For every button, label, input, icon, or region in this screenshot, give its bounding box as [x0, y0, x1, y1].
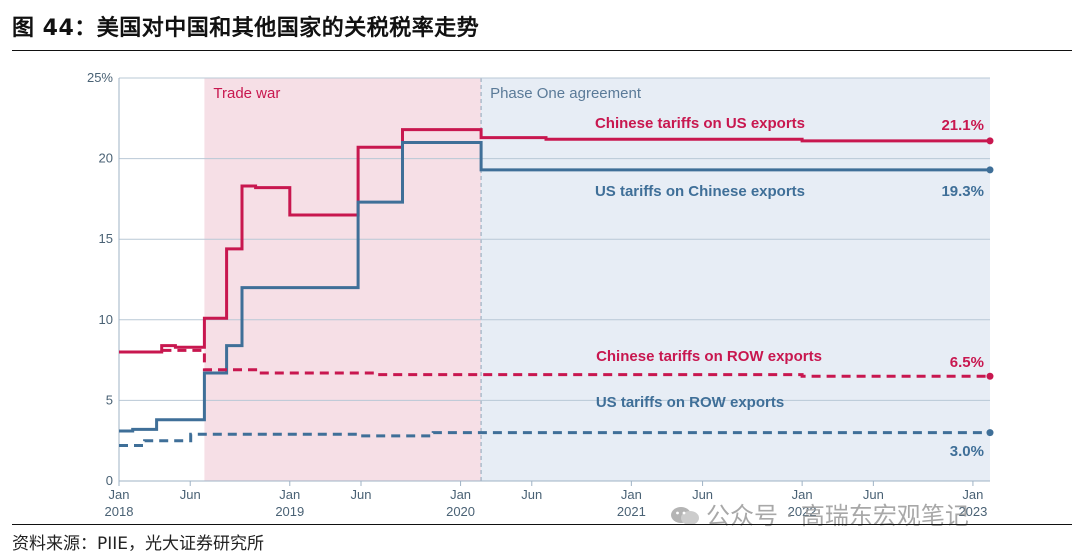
series-endpoint-2	[986, 372, 994, 380]
series-end-value-0: 21.1%	[941, 117, 984, 134]
x-tick-label: Jan	[279, 487, 300, 502]
x-tick-year: 2023	[958, 504, 987, 519]
x-tick-year: 2022	[788, 504, 817, 519]
x-tick-label: Jan	[450, 487, 471, 502]
x-tick-label: Jun	[521, 487, 542, 502]
wechat-icon	[670, 505, 700, 527]
y-tick-label: 5	[106, 392, 113, 407]
figure-title: 图 44：美国对中国和其他国家的关税税率走势	[12, 16, 480, 41]
x-tick-label: Jan	[962, 487, 983, 502]
series-line-1	[119, 141, 990, 433]
region-label-phase-one: Phase One agreement	[490, 85, 642, 102]
y-tick-label: 0	[106, 473, 113, 488]
x-tick-label: Jan	[792, 487, 813, 502]
title-divider	[12, 50, 1072, 51]
series-endpoint-1	[986, 166, 994, 174]
x-tick-label: Jan	[621, 487, 642, 502]
x-tick-year: 2021	[617, 504, 646, 519]
region-phase-one	[481, 78, 990, 481]
region-label-trade-war: Trade war	[213, 85, 280, 102]
x-tick-label: Jun	[351, 487, 372, 502]
tariff-line-chart: Trade war Phase One agreement 0 5 10 15 20 25%…	[87, 70, 994, 519]
source-note: 资料来源：PIIE，光大证券研究所	[12, 534, 265, 554]
x-tick-year: 2018	[105, 504, 134, 519]
y-tick-label: 25%	[87, 70, 113, 85]
x-tick-label: Jan	[109, 487, 130, 502]
shaded-regions: Trade war Phase One agreement	[204, 78, 990, 481]
series-name-label-0: Chinese tariffs on US exports	[595, 115, 805, 132]
series-line-2	[119, 348, 990, 378]
series-end-value-3: 3.0%	[950, 443, 984, 460]
y-tick-label: 20	[99, 151, 113, 166]
region-trade-war	[204, 78, 482, 481]
series-line-3	[119, 431, 990, 447]
x-tick-label: Jun	[180, 487, 201, 502]
series-labels: Chinese tariffs on US exports 21.1% US tar…	[595, 115, 984, 460]
watermark-text: 公众号 · 高瑞东宏观笔记	[706, 502, 969, 530]
x-tick-year: 2020	[446, 504, 475, 519]
series-lines	[119, 128, 994, 447]
series-endpoint-3	[986, 429, 994, 437]
source-divider	[12, 524, 1072, 525]
x-tick-year: 2019	[275, 504, 304, 519]
series-end-value-1: 19.3%	[941, 183, 984, 200]
series-endpoint-0	[986, 137, 994, 145]
watermark: 公众号 · 高瑞东宏观笔记	[670, 496, 969, 531]
x-tick-label: Jun	[863, 487, 884, 502]
series-name-label-3: US tariffs on ROW exports	[596, 394, 784, 411]
series-name-label-1: US tariffs on Chinese exports	[595, 183, 805, 200]
series-name-label-2: Chinese tariffs on ROW exports	[596, 348, 822, 365]
axes: 0 5 10 15 20 25% Jan 2018 Jun Jan 2019 Jun Jan 2020 Ju…	[87, 70, 990, 519]
y-tick-label: 15	[99, 231, 113, 246]
x-tick-label: Jun	[692, 487, 713, 502]
series-line-0	[119, 128, 990, 354]
y-tick-label: 10	[99, 312, 113, 327]
series-end-value-2: 6.5%	[950, 354, 984, 371]
